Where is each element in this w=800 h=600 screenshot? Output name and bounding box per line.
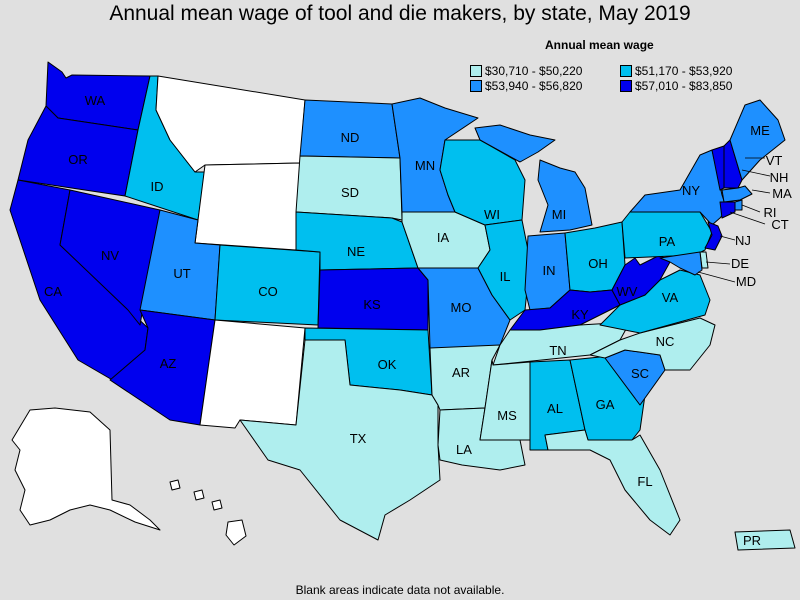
state-ri <box>734 199 743 211</box>
footnote: Blank areas indicate data not available. <box>295 583 505 597</box>
state-wy <box>194 162 301 251</box>
state-label-la: LA <box>456 442 472 457</box>
state-label-oh: OH <box>588 256 608 271</box>
state-nd <box>299 99 401 159</box>
state-label-ca: CA <box>44 284 62 299</box>
state-label-mn: MN <box>415 158 435 173</box>
state-label-pa: PA <box>659 234 676 249</box>
state-nh <box>723 139 743 189</box>
state-ks <box>317 267 429 331</box>
state-label-ri: RI <box>764 205 777 220</box>
state-ct <box>719 201 736 219</box>
map-title: Annual mean wage of tool and die makers,… <box>109 2 691 25</box>
state-il <box>477 219 531 321</box>
state-label-id: ID <box>151 179 164 194</box>
legend-item-tier-3: $53,940 - $56,820 <box>470 79 582 93</box>
state-label-ne: NE <box>347 244 365 259</box>
state-label-tn: TN <box>549 343 566 358</box>
state-nv <box>59 189 161 326</box>
state-label-nh: NH <box>770 170 789 185</box>
state-label-il: IL <box>500 269 511 284</box>
legend-title: Annual mean wage <box>545 38 654 52</box>
state-pr <box>734 529 796 551</box>
state-label-mo: MO <box>451 300 472 315</box>
state-label-nc: NC <box>656 334 675 349</box>
state-label-fl: FL <box>637 474 652 489</box>
state-label-mi: MI <box>552 207 566 222</box>
legend-label: $30,710 - $50,220 <box>485 64 583 78</box>
state-label-wi: WI <box>484 207 500 222</box>
state-label-md: MD <box>736 274 756 289</box>
state-label-ny: NY <box>682 183 700 198</box>
state-label-ky: KY <box>571 307 589 322</box>
state-label-wa: WA <box>85 93 106 108</box>
legend-swatch <box>620 80 632 92</box>
state-sd <box>295 155 403 221</box>
legend-label: $51,170 - $53,920 <box>635 64 733 78</box>
legend-swatch <box>620 65 632 77</box>
legend-label: $57,010 - $83,850 <box>635 79 733 93</box>
state-label-ok: OK <box>378 357 397 372</box>
state-ak <box>11 407 161 531</box>
state-label-tx: TX <box>350 431 367 446</box>
state-label-sc: SC <box>631 366 649 381</box>
legend-item-tier-4: $57,010 - $83,850 <box>620 79 732 93</box>
legend-item-tier-1: $30,710 - $50,220 <box>470 64 582 78</box>
state-label-nv: NV <box>101 248 119 263</box>
state-label-nd: ND <box>341 130 360 145</box>
state-nm <box>199 319 306 429</box>
state-label-pr: PR <box>743 533 761 548</box>
state-label-ms: MS <box>497 408 517 423</box>
label-leader-lines <box>697 157 771 283</box>
state-md <box>659 251 703 276</box>
state-label-sd: SD <box>341 185 359 200</box>
state-label-ut: UT <box>173 266 190 281</box>
state-hi <box>169 479 247 546</box>
state-label-wv: WV <box>617 284 638 299</box>
state-label-al: AL <box>547 401 563 416</box>
legend-label: $53,940 - $56,820 <box>485 79 583 93</box>
state-label-nj: NJ <box>735 233 751 248</box>
state-label-ga: GA <box>596 397 615 412</box>
state-label-ct: CT <box>771 217 788 232</box>
state-label-ar: AR <box>452 365 470 380</box>
state-label-ma: MA <box>772 186 792 201</box>
legend-swatch <box>470 80 482 92</box>
legend-item-tier-2: $51,170 - $53,920 <box>620 64 732 78</box>
legend-swatch <box>470 65 482 77</box>
state-label-az: AZ <box>160 356 177 371</box>
state-fl <box>544 429 681 536</box>
state-label-de: DE <box>731 256 749 271</box>
state-label-or: OR <box>68 152 88 167</box>
state-label-ia: IA <box>437 230 450 245</box>
state-tx <box>239 339 441 541</box>
state-label-ks: KS <box>363 297 381 312</box>
state-me <box>729 99 786 181</box>
state-mi <box>474 124 593 233</box>
state-label-me: ME <box>750 123 770 138</box>
state-label-va: VA <box>662 290 679 305</box>
state-label-vt: VT <box>766 153 783 168</box>
state-label-co: CO <box>258 284 278 299</box>
state-nj <box>704 221 723 251</box>
state-label-in: IN <box>543 263 556 278</box>
state-ny <box>629 149 728 226</box>
state-nc <box>589 317 716 371</box>
